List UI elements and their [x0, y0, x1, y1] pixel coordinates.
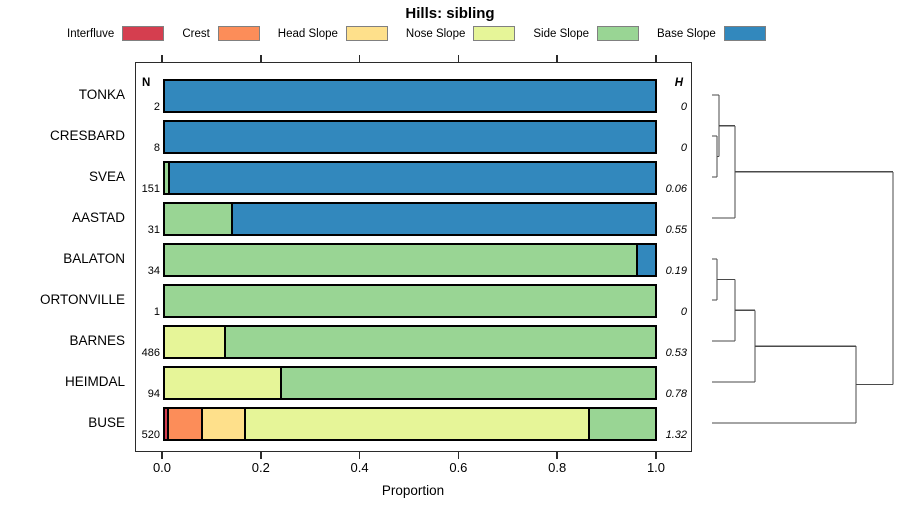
bar-row-buse: [163, 407, 657, 441]
h-value: 0: [680, 306, 687, 318]
y-axis-label-tonka: TONKA: [78, 87, 125, 102]
bar-row-aastad: [163, 202, 657, 236]
chart-title: Hills: sibling: [405, 5, 495, 22]
bar-segment-nose_slope: [165, 368, 280, 398]
legend-label-nose_slope: Nose Slope: [405, 27, 466, 40]
bar-segment-base_slope: [165, 122, 655, 152]
x-tick-bottom: [556, 452, 558, 459]
bar-segment-base_slope: [167, 163, 655, 193]
n-value: 486: [141, 347, 160, 359]
h-value: 0.55: [665, 224, 687, 236]
bar-segment-nose_slope: [244, 409, 589, 439]
legend: Interfluve Crest Head Slope Nose Slope Side …: [67, 26, 766, 41]
bar-segment-side_slope: [223, 327, 655, 357]
x-tick-label: 0.0: [152, 460, 172, 475]
bar-segment-head_slope: [201, 409, 245, 439]
bar-segment-side_slope: [165, 204, 231, 234]
bar-row-cresbard: [163, 120, 657, 154]
x-tick-label: 0.2: [251, 460, 270, 475]
bar-row-svea: [163, 161, 657, 195]
h-value: 0: [680, 101, 687, 113]
n-value: 31: [147, 224, 160, 236]
bar-row-ortonville: [163, 284, 657, 318]
h-value: 0.19: [665, 265, 687, 277]
n-value: 2: [153, 101, 160, 113]
bar-segment-interfluve: [165, 409, 168, 439]
x-tick-bottom: [358, 452, 361, 459]
legend-label-side_slope: Side Slope: [533, 27, 589, 40]
bar-segment-base_slope: [230, 204, 655, 234]
x-tick-top: [655, 55, 657, 62]
legend-swatch-base_slope: [723, 26, 766, 41]
legend-swatch-interfluve: [122, 26, 165, 41]
h-column-header: H: [674, 77, 683, 89]
bar-segment-side_slope: [165, 286, 655, 316]
y-axis-label-balaton: BALATON: [63, 251, 125, 266]
bar-segment-base_slope: [635, 245, 655, 275]
y-axis-label-buse: BUSE: [88, 415, 125, 430]
x-tick-label: 0.6: [449, 460, 468, 475]
x-tick-bottom: [161, 452, 163, 459]
legend-swatch-head_slope: [345, 26, 388, 41]
legend-item-interfluve: Interfluve: [67, 26, 165, 41]
bar-segment-crest: [167, 409, 202, 439]
bar-segment-side_slope: [588, 409, 655, 439]
y-axis-label-svea: SVEA: [88, 169, 125, 184]
x-tick-label: 0.8: [548, 460, 567, 475]
x-tick-label: 0.4: [350, 460, 369, 475]
h-value: 0.06: [665, 183, 687, 195]
x-tick-label: 1.0: [646, 460, 666, 475]
legend-swatch-crest: [217, 26, 260, 41]
plot-area: N H 2 0 8 0 151 0.06 31 0.55 34 0.19 1 0 486 0.53 94 0.…: [135, 62, 692, 452]
x-tick-top: [358, 55, 361, 62]
legend-item-side_slope: Side Slope: [533, 26, 639, 41]
x-tick-top: [556, 55, 558, 62]
x-axis-label: Proportion: [381, 483, 445, 498]
x-tick-bottom: [457, 452, 460, 459]
n-value: 8: [153, 142, 160, 154]
legend-label-interfluve: Interfluve: [67, 27, 115, 40]
n-column-header: N: [142, 77, 151, 89]
x-tick-top: [161, 55, 163, 62]
bar-row-heimdal: [163, 366, 657, 400]
x-tick-top: [260, 55, 262, 62]
bar-segment-base_slope: [165, 81, 655, 111]
bar-segment-side_slope: [279, 368, 655, 398]
bar-row-tonka: [163, 79, 657, 113]
x-tick-bottom: [260, 452, 262, 459]
n-value: 34: [147, 265, 160, 277]
y-axis-label-aastad: AASTAD: [71, 210, 125, 225]
h-value: 0.78: [665, 388, 687, 400]
n-value: 151: [141, 183, 160, 195]
h-value: 1.32: [665, 429, 687, 441]
bar-segment-side_slope: [165, 245, 636, 275]
x-tick-bottom: [655, 452, 657, 459]
bar-segment-nose_slope: [165, 327, 224, 357]
bar-row-balaton: [163, 243, 657, 277]
legend-item-base_slope: Base Slope: [657, 26, 766, 41]
y-axis-label-barnes: BARNES: [69, 333, 125, 348]
n-value: 520: [141, 429, 160, 441]
legend-swatch-side_slope: [597, 26, 639, 41]
y-axis-label-heimdal: HEIMDAL: [64, 374, 125, 389]
legend-item-nose_slope: Nose Slope: [405, 26, 516, 41]
legend-label-crest: Crest: [182, 27, 210, 40]
legend-item-head_slope: Head Slope: [278, 26, 388, 41]
y-axis-label-cresbard: CRESBARD: [49, 128, 125, 143]
h-value: 0: [680, 142, 687, 154]
n-value: 94: [147, 388, 160, 400]
legend-label-head_slope: Head Slope: [277, 27, 338, 40]
x-tick-top: [457, 55, 460, 62]
legend-item-crest: Crest: [182, 26, 260, 41]
n-value: 1: [153, 306, 160, 318]
y-axis-label-ortonville: ORTONVILLE: [39, 292, 125, 307]
legend-label-base_slope: Base Slope: [657, 27, 716, 40]
bar-row-barnes: [163, 325, 657, 359]
bar-segment-side_slope: [165, 163, 168, 193]
legend-swatch-nose_slope: [473, 26, 516, 41]
h-value: 0.53: [665, 347, 687, 359]
